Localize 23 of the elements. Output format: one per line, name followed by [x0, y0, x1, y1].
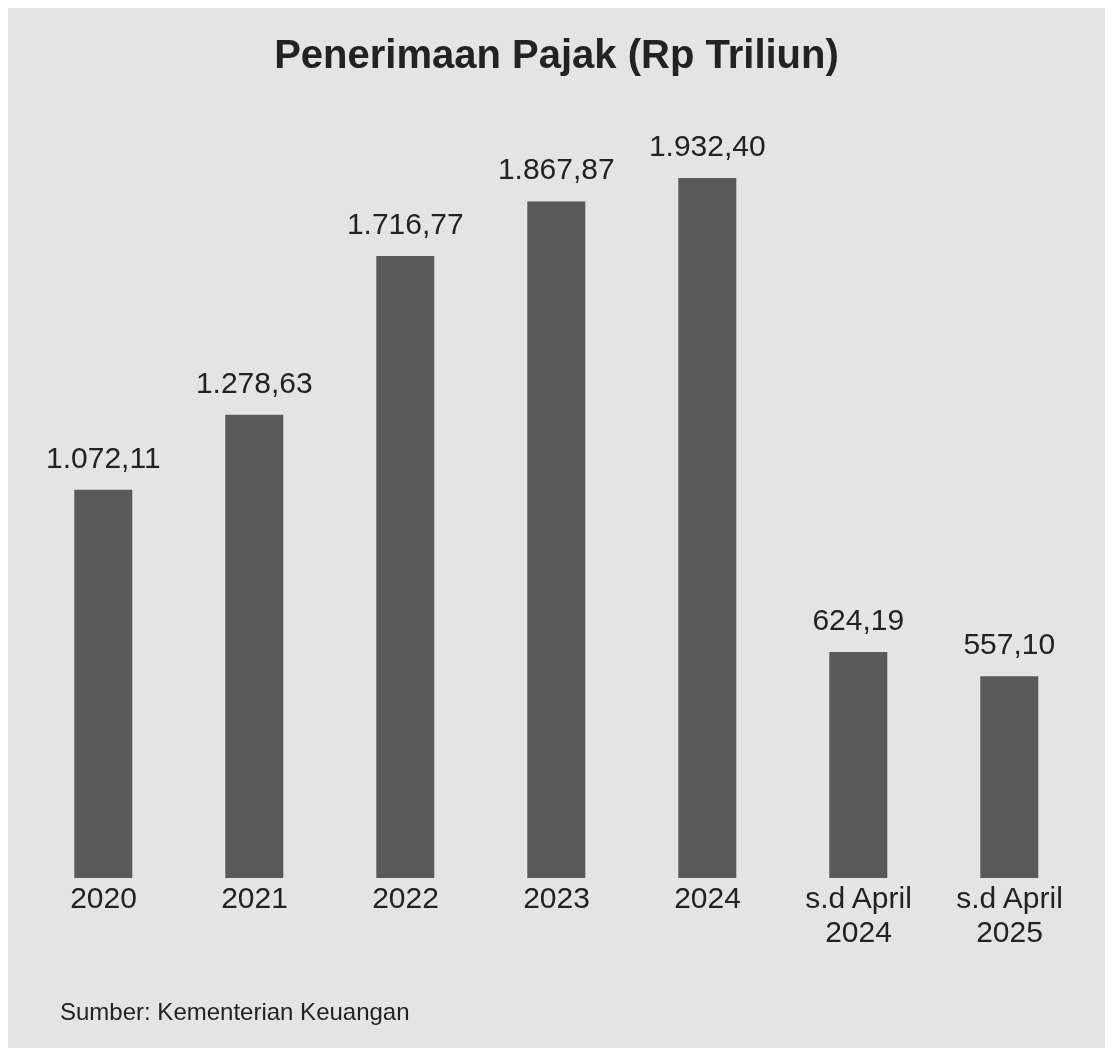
data-label: 1.867,87 [497, 152, 615, 186]
x-tick-label: 2024 [674, 881, 741, 914]
data-label: 1.278,63 [195, 365, 313, 399]
x-tick-label: 2023 [523, 881, 590, 914]
x-tick-label: s.d April 2024 [805, 881, 912, 948]
x-tick-label: 2021 [221, 881, 288, 914]
data-label: 557,10 [963, 627, 1056, 661]
bar [829, 651, 888, 878]
x-tick-label: s.d April 2025 [956, 881, 1063, 948]
bar [678, 178, 737, 878]
data-label: 1.072,11 [46, 440, 161, 474]
bar [225, 414, 284, 878]
data-label: 624,19 [812, 602, 905, 636]
bar [980, 676, 1039, 878]
x-tick-label: 2022 [372, 881, 439, 914]
text: Sumber: Kementerian Keuangan [60, 998, 410, 1026]
bar [376, 256, 435, 878]
x-tick-label: 2020 [70, 881, 137, 914]
bar [527, 201, 586, 878]
bar [74, 489, 133, 878]
chart-title: Penerimaan Pajak (Rp Triliun) [273, 31, 840, 77]
data-label: 1.716,77 [346, 207, 464, 241]
data-label: 1.932,40 [648, 129, 766, 162]
